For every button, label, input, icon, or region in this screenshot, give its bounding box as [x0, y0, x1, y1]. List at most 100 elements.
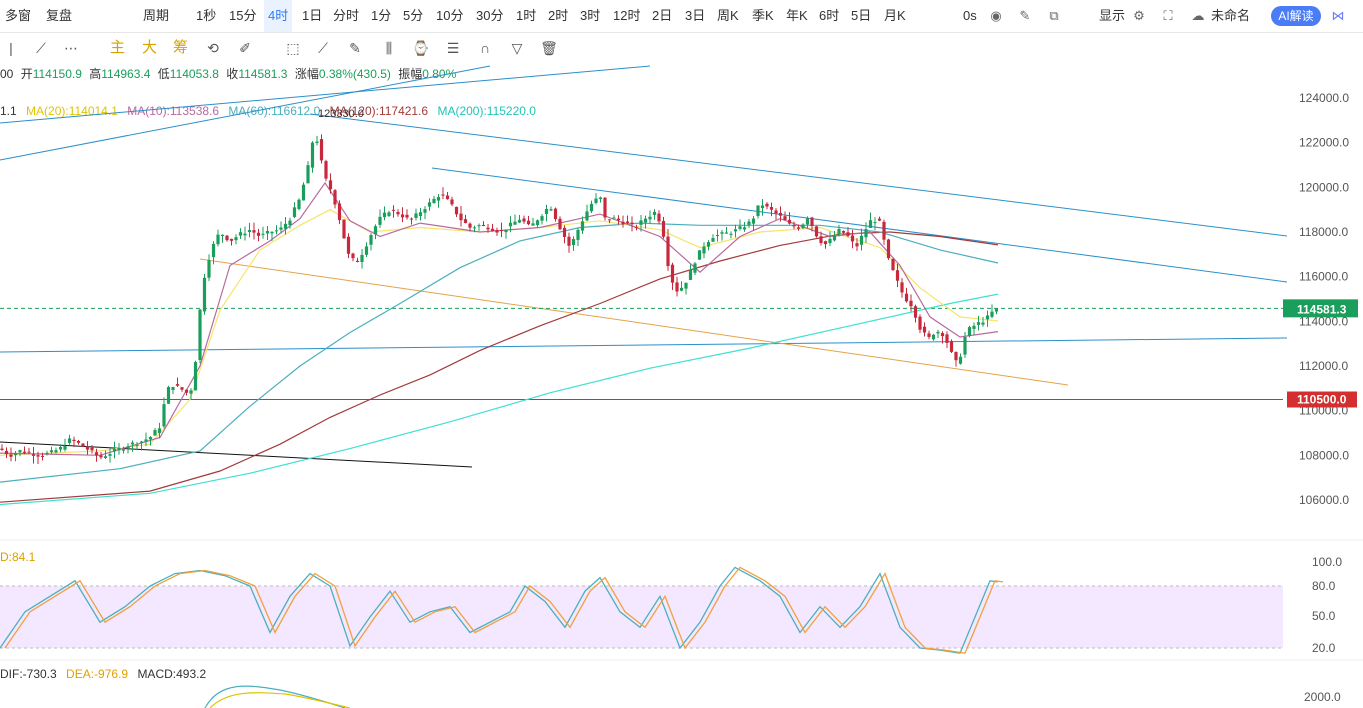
- settings-icon[interactable]: ⚙: [1133, 8, 1145, 23]
- chips-button[interactable]: 筹: [173, 39, 189, 56]
- candle: [967, 327, 972, 336]
- topbar-item-26[interactable]: 未命名: [1211, 8, 1251, 23]
- candle: [513, 221, 517, 225]
- candle: [837, 229, 841, 235]
- topbar-item-2[interactable]: 周期: [143, 8, 170, 23]
- y-tick-label: 116000.0: [1299, 270, 1348, 284]
- candle: [657, 213, 661, 222]
- fullscreen-icon[interactable]: ⛶: [1163, 8, 1173, 23]
- topbar-item-15[interactable]: 12时: [613, 8, 641, 23]
- candle: [135, 444, 139, 446]
- candle: [594, 198, 598, 203]
- timer-icon[interactable]: ⌚: [412, 40, 430, 56]
- line-tool-icon[interactable]: ⟋: [36, 40, 46, 56]
- more-icon[interactable]: ⋯: [64, 40, 78, 56]
- candle: [103, 456, 108, 459]
- topbar-item-23[interactable]: 月K: [884, 8, 906, 23]
- candle: [652, 211, 657, 215]
- topbar-item-17[interactable]: 3日: [685, 8, 706, 23]
- candle: [207, 260, 211, 278]
- candle: [427, 202, 432, 207]
- candle: [378, 216, 382, 225]
- big-order-button[interactable]: 大: [142, 39, 158, 56]
- candle: [171, 387, 175, 390]
- candle: [45, 453, 49, 455]
- topbar-item-16[interactable]: 2日: [652, 8, 673, 23]
- share-icon[interactable]: ⋈: [1331, 8, 1345, 23]
- popout-icon[interactable]: ⧉: [1049, 8, 1059, 23]
- topbar-item-25[interactable]: 显示: [1099, 8, 1126, 23]
- candle: [639, 220, 643, 225]
- topbar-item-11[interactable]: 30分: [476, 8, 504, 23]
- ai-interpret-button[interactable]: AI解读: [1271, 6, 1321, 26]
- topbar-item-8[interactable]: 1分: [371, 8, 392, 23]
- candle: [913, 306, 918, 318]
- candle: [517, 219, 522, 223]
- candle: [238, 232, 243, 236]
- topbar-item-21[interactable]: 6时: [819, 8, 840, 23]
- candle: [666, 236, 670, 267]
- note-icon[interactable]: ☰: [446, 40, 460, 56]
- topbar-item-12[interactable]: 1时: [516, 8, 537, 23]
- main-indicator-button[interactable]: 主: [110, 39, 126, 56]
- topbar-item-0[interactable]: 多窗: [5, 8, 32, 23]
- topbar-item-24[interactable]: 0s: [963, 8, 977, 23]
- filter-icon[interactable]: ▽: [511, 40, 523, 56]
- topbar-item-3[interactable]: 1秒: [196, 8, 217, 23]
- shape-icon[interactable]: ⬚: [286, 40, 300, 56]
- ruler-icon[interactable]: ⟋: [318, 40, 328, 56]
- topbar-item-10[interactable]: 10分: [436, 8, 464, 23]
- topbar-item-18[interactable]: 周K: [717, 8, 739, 23]
- candle: [490, 228, 495, 231]
- magnet-icon[interactable]: ∩: [479, 40, 491, 56]
- candle: [472, 227, 477, 229]
- dea-legend: DEA:-976.9: [66, 667, 129, 681]
- candle: [247, 229, 252, 233]
- candle: [954, 351, 958, 361]
- candle: [144, 439, 148, 442]
- bar-chart-icon[interactable]: |: [9, 40, 13, 56]
- topbar-item-22[interactable]: 5日: [851, 8, 872, 23]
- candle: [112, 448, 117, 452]
- level-tag-label: 110500.0: [1297, 393, 1347, 407]
- candle: [949, 341, 954, 352]
- candle: [900, 282, 904, 293]
- candle: [441, 194, 445, 196]
- topbar-item-6[interactable]: 1日: [302, 8, 323, 23]
- topbar-item-4[interactable]: 15分: [229, 8, 257, 23]
- candle: [382, 212, 387, 218]
- y-tick-label: 118000.0: [1299, 225, 1348, 239]
- candle: [855, 243, 859, 247]
- topbar-item-19[interactable]: 季K: [752, 8, 774, 23]
- candle: [828, 238, 832, 244]
- trash-icon[interactable]: 🗑: [540, 40, 558, 56]
- candle: [508, 222, 513, 227]
- candle: [981, 322, 985, 325]
- y-tick-label: 124000.0: [1299, 91, 1349, 105]
- topbar-item-5[interactable]: 4时: [264, 0, 293, 32]
- topbar-item-9[interactable]: 5分: [403, 8, 424, 23]
- refresh-icon[interactable]: ⟲: [207, 40, 219, 56]
- candle: [148, 437, 153, 440]
- topbar-item-13[interactable]: 2时: [548, 8, 569, 23]
- topbar-item-14[interactable]: 3时: [580, 8, 601, 23]
- candle: [841, 230, 846, 233]
- candle: [742, 227, 747, 230]
- candle: [994, 308, 999, 312]
- pen-icon[interactable]: ✐: [239, 40, 251, 56]
- brush-icon[interactable]: ✎: [349, 40, 361, 56]
- macd-value-legend: MACD:493.2: [137, 667, 207, 681]
- topbar-item-1[interactable]: 复盘: [46, 8, 73, 23]
- candle: [621, 221, 625, 225]
- candles-icon[interactable]: ⫼: [385, 40, 393, 56]
- candle: [81, 443, 85, 447]
- candle: [544, 208, 549, 215]
- candle: [715, 234, 720, 237]
- edit-icon[interactable]: ✎: [1019, 8, 1031, 23]
- topbar-item-20[interactable]: 年K: [786, 8, 808, 23]
- topbar-item-7[interactable]: 分时: [333, 8, 360, 23]
- trendline-resistance-1: [309, 113, 1288, 237]
- camera-icon[interactable]: ◉: [990, 8, 1002, 23]
- close-label: 收: [226, 67, 239, 81]
